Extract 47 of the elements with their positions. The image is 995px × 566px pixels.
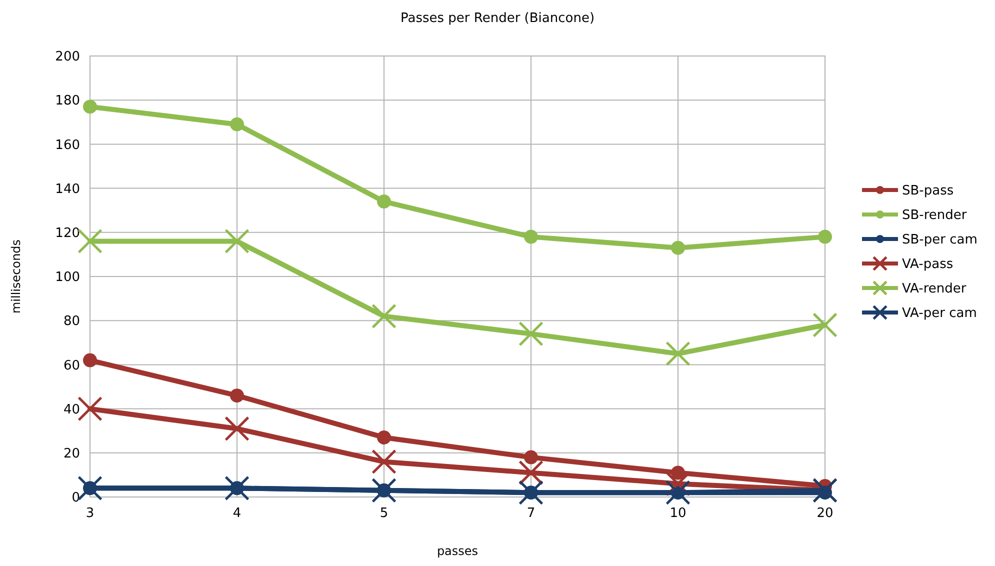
- y-tick-label: 200: [55, 50, 80, 65]
- y-tick-label: 0: [72, 490, 80, 506]
- point: [524, 230, 538, 244]
- y-tick-label: 180: [55, 94, 80, 109]
- x-tick-label: 7: [526, 506, 536, 521]
- point: [230, 388, 244, 403]
- y-tick-label: 140: [55, 182, 80, 197]
- point: [230, 117, 244, 132]
- point: [524, 450, 538, 464]
- x-tick-label: 4: [232, 506, 242, 521]
- point: [818, 230, 832, 244]
- x-tick-label: 3: [86, 506, 94, 521]
- y-tick-label: 40: [63, 402, 80, 418]
- point: [78, 396, 102, 422]
- legend-label: SB-per cam: [902, 232, 978, 248]
- legend-label: VA-pass: [902, 257, 954, 272]
- point: [666, 341, 690, 366]
- legend-label: SB-pass: [902, 184, 954, 199]
- point: [518, 460, 544, 486]
- legend-label: VA-render: [902, 282, 967, 297]
- y-tick-label: 100: [55, 270, 80, 286]
- point: [224, 228, 250, 254]
- point: [372, 449, 396, 474]
- legend-label: SB-render: [902, 208, 968, 224]
- point: [224, 416, 250, 442]
- point: [372, 304, 396, 329]
- point: [812, 312, 838, 338]
- y-axis-title: milliseconds: [9, 239, 23, 314]
- x-tick-label: 20: [816, 506, 834, 521]
- y-tick-label: 20: [63, 446, 80, 462]
- chart-title: Passes per Render (Biancone): [400, 11, 595, 26]
- y-tick-label: 120: [55, 226, 80, 241]
- x-tick-label: 10: [670, 506, 686, 521]
- point: [671, 240, 685, 255]
- y-tick-label: 80: [63, 314, 80, 330]
- point: [377, 430, 391, 444]
- point: [671, 466, 685, 480]
- legend-label: VA-per cam: [902, 306, 977, 322]
- point: [377, 194, 391, 209]
- point: [83, 100, 97, 114]
- x-tick-label: 5: [380, 506, 388, 521]
- y-tick-label: 160: [55, 138, 80, 153]
- point: [78, 228, 102, 254]
- y-tick-label: 60: [63, 358, 80, 374]
- x-axis-title: passes: [436, 544, 478, 558]
- point: [518, 321, 544, 346]
- point: [83, 353, 97, 368]
